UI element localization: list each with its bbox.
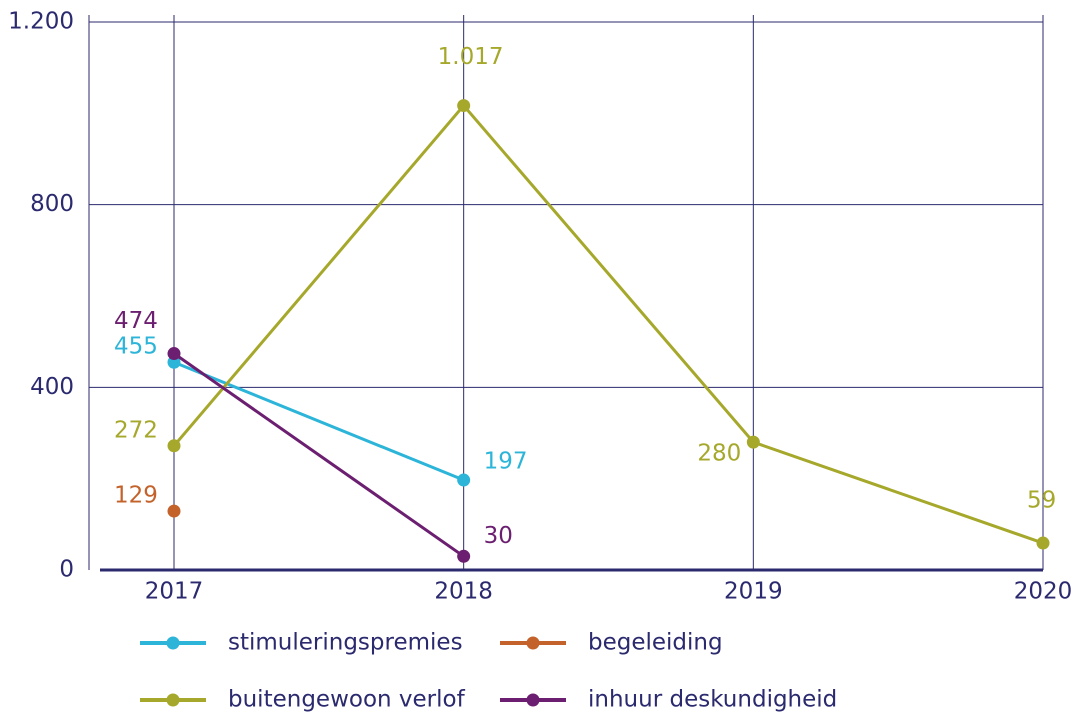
data-label: 280	[697, 441, 741, 467]
data-point	[1036, 536, 1050, 550]
y-tick-label: 400	[30, 374, 74, 400]
data-point	[167, 439, 181, 453]
y-tick-label: 0	[59, 557, 74, 583]
series-line	[173, 352, 465, 558]
x-tick-label: 2017	[145, 579, 204, 605]
data-point	[746, 435, 760, 449]
data-point	[457, 549, 471, 563]
x-tick-label: 2018	[434, 579, 493, 605]
data-point	[167, 347, 181, 361]
legend-label: stimuleringspremies	[228, 630, 463, 656]
series-line	[172, 103, 1044, 545]
legend-marker	[166, 636, 180, 650]
legend-marker	[526, 636, 540, 650]
data-label: 1.017	[438, 44, 504, 70]
legend-label: begeleiding	[588, 630, 723, 656]
data-label: 474	[114, 308, 158, 334]
legend-marker	[166, 693, 180, 707]
legend-label: inhuur deskundigheid	[588, 687, 837, 713]
data-label: 455	[114, 334, 158, 360]
data-label: 197	[484, 449, 528, 475]
legend-marker	[526, 693, 540, 707]
series-line	[173, 360, 465, 482]
data-point	[457, 99, 471, 113]
x-tick-label: 2020	[1014, 579, 1073, 605]
data-label: 272	[114, 417, 158, 443]
legend-label: buitengewoon verlof	[228, 687, 466, 713]
data-point	[167, 504, 181, 518]
y-tick-label: 800	[30, 191, 74, 217]
y-tick-label: 1.200	[8, 9, 74, 35]
data-label: 129	[114, 483, 158, 509]
data-point	[457, 473, 471, 487]
x-tick-label: 2019	[724, 579, 783, 605]
data-label: 59	[1027, 488, 1056, 514]
data-label: 30	[484, 523, 513, 549]
